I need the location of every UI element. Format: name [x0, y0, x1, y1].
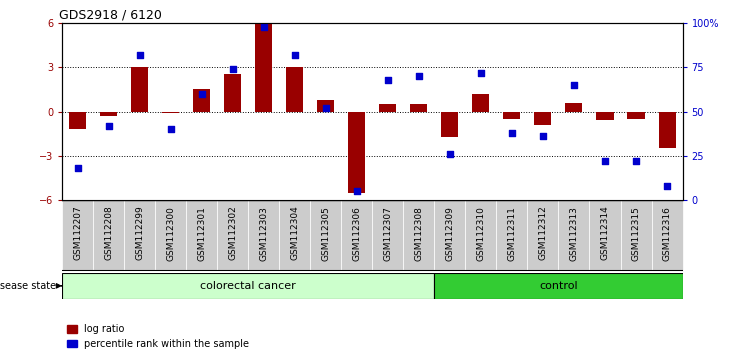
FancyBboxPatch shape — [434, 273, 683, 299]
Point — [289, 52, 301, 58]
Text: GSM112314: GSM112314 — [601, 206, 610, 261]
Text: GSM112299: GSM112299 — [135, 206, 144, 261]
FancyBboxPatch shape — [434, 200, 466, 271]
Text: GDS2918 / 6120: GDS2918 / 6120 — [59, 9, 162, 22]
Text: GSM112313: GSM112313 — [569, 206, 578, 261]
Point — [320, 105, 331, 111]
Text: GSM112300: GSM112300 — [166, 206, 175, 261]
FancyBboxPatch shape — [279, 200, 310, 271]
FancyBboxPatch shape — [590, 200, 620, 271]
Text: GSM112308: GSM112308 — [415, 206, 423, 261]
Point — [165, 126, 177, 132]
Bar — [504, 112, 520, 119]
Bar — [162, 112, 179, 113]
FancyBboxPatch shape — [620, 200, 652, 271]
FancyBboxPatch shape — [186, 200, 218, 271]
Bar — [472, 94, 489, 112]
Point — [382, 77, 393, 82]
Bar — [658, 112, 675, 148]
Text: GSM112315: GSM112315 — [631, 206, 640, 261]
Bar — [380, 104, 396, 112]
FancyBboxPatch shape — [218, 200, 248, 271]
FancyBboxPatch shape — [124, 200, 155, 271]
Text: GSM112306: GSM112306 — [353, 206, 361, 261]
FancyBboxPatch shape — [93, 200, 124, 271]
Bar — [410, 104, 427, 112]
Bar — [596, 112, 613, 120]
Bar — [193, 89, 210, 112]
Text: colorectal cancer: colorectal cancer — [200, 281, 296, 291]
Text: GSM112312: GSM112312 — [539, 206, 548, 261]
Bar — [348, 112, 365, 193]
FancyBboxPatch shape — [248, 200, 279, 271]
FancyBboxPatch shape — [155, 200, 186, 271]
Text: GSM112208: GSM112208 — [104, 206, 113, 261]
Text: GSM112303: GSM112303 — [259, 206, 268, 261]
Text: GSM112309: GSM112309 — [445, 206, 454, 261]
Point — [444, 151, 456, 157]
Text: control: control — [539, 281, 577, 291]
Point — [568, 82, 580, 88]
FancyBboxPatch shape — [62, 273, 434, 299]
Point — [72, 165, 83, 171]
FancyBboxPatch shape — [466, 200, 496, 271]
FancyBboxPatch shape — [528, 200, 558, 271]
Legend: log ratio, percentile rank within the sample: log ratio, percentile rank within the sa… — [67, 324, 250, 349]
FancyBboxPatch shape — [404, 200, 434, 271]
Bar — [255, 24, 272, 112]
Point — [599, 158, 611, 164]
Point — [413, 73, 425, 79]
Point — [661, 183, 673, 189]
Bar — [131, 67, 148, 112]
Bar — [534, 112, 551, 125]
Bar — [100, 112, 117, 116]
FancyBboxPatch shape — [372, 200, 404, 271]
Text: GSM112301: GSM112301 — [197, 206, 206, 261]
Bar — [286, 67, 303, 112]
FancyBboxPatch shape — [342, 200, 372, 271]
Bar — [566, 103, 583, 112]
Text: GSM112307: GSM112307 — [383, 206, 392, 261]
FancyBboxPatch shape — [62, 200, 93, 271]
Point — [475, 70, 487, 75]
Bar — [224, 74, 241, 112]
Text: disease state: disease state — [0, 281, 61, 291]
Point — [258, 24, 269, 29]
FancyBboxPatch shape — [496, 200, 528, 271]
Point — [351, 188, 363, 194]
FancyBboxPatch shape — [310, 200, 342, 271]
Text: GSM112207: GSM112207 — [73, 206, 82, 261]
Point — [196, 91, 207, 97]
FancyBboxPatch shape — [558, 200, 590, 271]
Bar — [442, 112, 458, 137]
FancyBboxPatch shape — [652, 200, 683, 271]
Point — [537, 133, 549, 139]
Text: GSM112310: GSM112310 — [477, 206, 485, 261]
Text: GSM112305: GSM112305 — [321, 206, 330, 261]
Bar — [69, 112, 86, 129]
Text: GSM112302: GSM112302 — [228, 206, 237, 261]
Text: GSM112304: GSM112304 — [291, 206, 299, 261]
Text: GSM112311: GSM112311 — [507, 206, 516, 261]
Point — [630, 158, 642, 164]
Point — [134, 52, 145, 58]
Point — [227, 66, 239, 72]
Bar — [628, 112, 645, 119]
Point — [103, 123, 115, 129]
Text: GSM112316: GSM112316 — [663, 206, 672, 261]
Point — [506, 130, 518, 136]
Bar — [318, 100, 334, 112]
